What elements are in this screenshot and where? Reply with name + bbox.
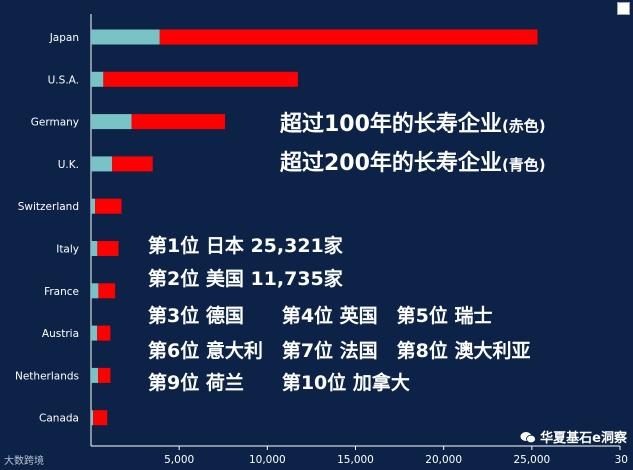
rank-annotation-2: 第2位 美国 11,735家 bbox=[148, 268, 343, 290]
bar-austria-series-1 bbox=[91, 325, 98, 341]
category-label: Switzerland bbox=[18, 201, 79, 213]
bar-u-k-series-1 bbox=[91, 156, 113, 172]
bar-canada-series-2 bbox=[93, 410, 108, 426]
bar-netherlands-series-1 bbox=[91, 367, 99, 383]
wechat-icon bbox=[520, 432, 537, 444]
legend-over-100-main: 超过100年的长寿企业 bbox=[280, 112, 502, 137]
bar-u-s-a-series-1 bbox=[91, 71, 104, 87]
watermark-right-text: 华夏基石e洞察 bbox=[540, 431, 627, 446]
bar-switzerland-series-2 bbox=[95, 198, 122, 214]
legend-over-200-main: 超过200年的长寿企业 bbox=[280, 151, 502, 176]
x-tick-label: 10,000 bbox=[249, 454, 286, 466]
category-label: Italy bbox=[56, 244, 79, 256]
x-tick-label: 30 bbox=[615, 454, 628, 466]
bar-italy-series-2 bbox=[97, 241, 119, 256]
bar-austria-series-2 bbox=[97, 325, 111, 341]
bar-france-series-2 bbox=[98, 283, 116, 299]
x-tick-label: 15,000 bbox=[337, 454, 374, 466]
legend-over-100-years: 超过100年的长寿企业(赤色) bbox=[280, 106, 546, 138]
bar-switzerland-series-1 bbox=[91, 198, 96, 214]
category-label: France bbox=[44, 286, 79, 298]
bar-canada-series-1 bbox=[91, 410, 94, 426]
bar-germany-series-2 bbox=[131, 114, 226, 130]
bar-germany-series-1 bbox=[91, 114, 132, 130]
x-tick-label: 20,000 bbox=[425, 454, 462, 466]
rank-annotation-4: 第6位 意大利 第7位 法国 第8位 澳大利亚 bbox=[148, 340, 531, 362]
window-corner-icon bbox=[617, 2, 630, 15]
watermark-right: 华夏基石e洞察 bbox=[520, 427, 627, 446]
bar-japan-series-1 bbox=[91, 29, 160, 45]
x-tick-label: 5,000 bbox=[164, 454, 194, 466]
category-label: Austria bbox=[42, 328, 79, 340]
watermark-left: 大数跨境 bbox=[4, 452, 44, 467]
bar-u-s-a-series-2 bbox=[103, 71, 298, 87]
bar-netherlands-series-2 bbox=[98, 367, 111, 383]
category-label: Japan bbox=[49, 32, 79, 44]
category-label: U.K. bbox=[58, 159, 79, 171]
rank-annotation-3: 第3位 德国 第4位 英国 第5位 瑞士 bbox=[148, 305, 493, 327]
legend-over-200-years: 超过200年的长寿企业(青色) bbox=[280, 145, 546, 177]
category-label: U.S.A. bbox=[48, 74, 79, 86]
legend-over-200-suffix: (青色) bbox=[501, 156, 546, 174]
bar-italy-series-1 bbox=[91, 241, 98, 256]
category-label: Canada bbox=[39, 413, 79, 425]
bar-u-k-series-2 bbox=[112, 156, 153, 172]
rank-annotation-5: 第9位 荷兰 第10位 加拿大 bbox=[148, 372, 410, 394]
x-tick-label: 25,000 bbox=[513, 454, 550, 466]
category-label: Netherlands bbox=[15, 370, 79, 382]
rank-annotation-1: 第1位 日本 25,321家 bbox=[148, 235, 343, 257]
category-label: Germany bbox=[31, 117, 79, 129]
bar-france-series-1 bbox=[91, 283, 99, 299]
watermark-left-text: 大数跨境 bbox=[4, 456, 44, 467]
legend-over-100-suffix: (赤色) bbox=[501, 117, 546, 135]
bar-japan-series-2 bbox=[159, 29, 538, 45]
